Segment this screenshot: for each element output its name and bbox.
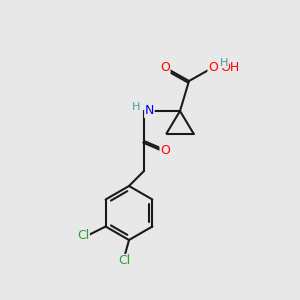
Text: H: H	[220, 58, 229, 68]
Text: N: N	[145, 104, 154, 118]
Text: O: O	[160, 61, 170, 74]
Text: Cl: Cl	[118, 254, 130, 268]
Text: OH: OH	[220, 61, 240, 74]
Text: O: O	[160, 143, 170, 157]
Text: H: H	[131, 101, 140, 112]
Text: O: O	[208, 61, 218, 74]
Text: Cl: Cl	[77, 229, 89, 242]
